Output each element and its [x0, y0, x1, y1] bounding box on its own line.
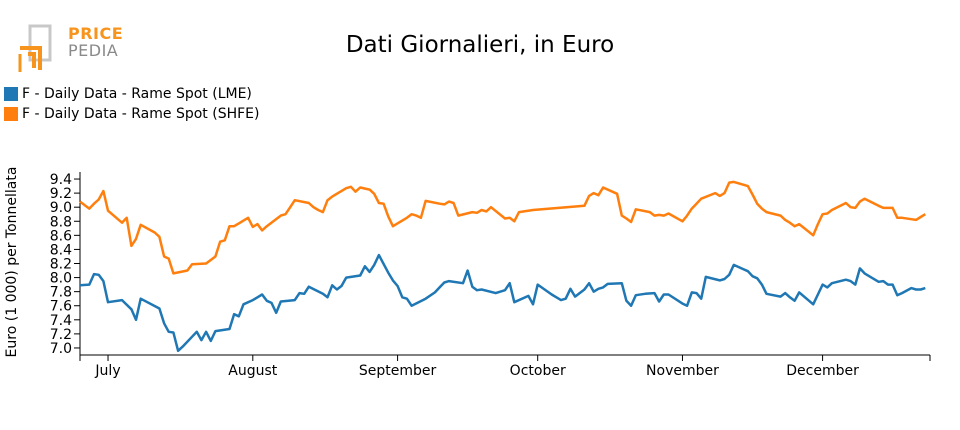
x-tick-label: December [786, 363, 859, 379]
pricepedia-logo: PRICE PEDIA [18, 24, 128, 76]
y-tick-label: 9.2 [50, 186, 72, 202]
series-line-lme [79, 253, 926, 353]
series-lines [79, 180, 926, 353]
y-tick-label: 7.2 [50, 327, 72, 343]
logo-mark-icon [18, 24, 52, 72]
y-tick-label: 8.0 [50, 271, 72, 287]
y-tick-label: 8.4 [50, 242, 72, 258]
y-tick-label: 9.0 [50, 200, 72, 216]
legend-label-lme: F - Daily Data - Rame Spot (LME) [22, 86, 252, 102]
logo-text-price: PRICE [68, 24, 124, 43]
series-line-shfe [79, 180, 926, 275]
legend-swatch-lme [4, 87, 18, 101]
x-tick-label: November [646, 363, 719, 379]
y-axis-label: Euro (1 000) per Tonnellata [4, 167, 20, 358]
x-tick-label: July [94, 363, 120, 379]
logo-text-pedia: PEDIA [68, 41, 119, 60]
y-tick-label: 9.4 [50, 172, 72, 188]
chart-title: Dati Giornalieri, in Euro [345, 32, 615, 58]
x-tick-label: September [359, 363, 437, 379]
x-tick-label: August [228, 363, 278, 379]
x-tick-label: October [510, 363, 566, 379]
legend-label-shfe: F - Daily Data - Rame Spot (SHFE) [22, 106, 260, 122]
legend: F - Daily Data - Rame Spot (LME) F - Dai… [4, 84, 259, 124]
y-tick-label: 8.6 [50, 228, 72, 244]
y-tick-label: 7.0 [50, 341, 72, 357]
y-tick-label: 8.2 [50, 257, 72, 273]
y-tick-label: 7.8 [50, 285, 72, 301]
y-tick-label: 7.6 [50, 299, 72, 315]
legend-item-shfe[interactable]: F - Daily Data - Rame Spot (SHFE) [4, 104, 259, 124]
legend-item-lme[interactable]: F - Daily Data - Rame Spot (LME) [4, 84, 259, 104]
y-tick-label: 8.8 [50, 214, 72, 230]
y-tick-label: 7.4 [50, 313, 72, 329]
legend-swatch-shfe [4, 107, 18, 121]
